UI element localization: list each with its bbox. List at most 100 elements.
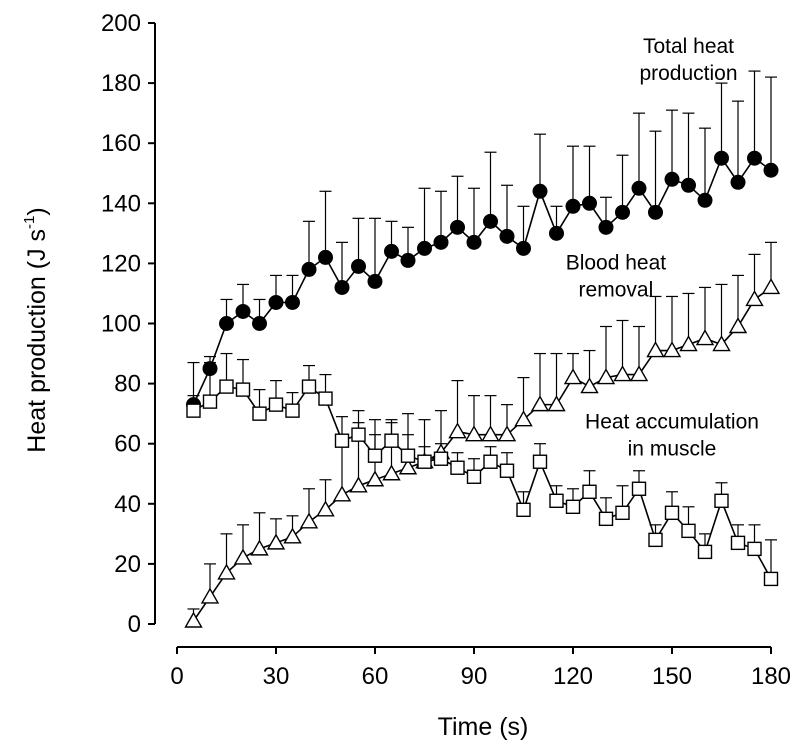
heat-accumulation-point [664, 505, 680, 521]
total-heat-error-bar [616, 154, 629, 213]
total-heat-point [450, 219, 465, 235]
annotations: Total heat production Blood heat removal Hea… [566, 35, 759, 461]
total-heat-point [400, 252, 416, 268]
heat-accumulation-point [598, 511, 614, 527]
total-heat-error-bar [319, 190, 332, 258]
heat-accumulation-point [450, 460, 465, 475]
total-heat-point [532, 183, 548, 199]
blood-heat-point [448, 422, 467, 439]
blood-heat-point [200, 587, 220, 604]
total-heat-point [285, 294, 300, 310]
total-heat-point [631, 180, 647, 196]
total-heat-error-bar [534, 133, 546, 192]
y-axis-label-unit-exponent: -1 [21, 216, 38, 229]
total-heat-error-bar [699, 127, 711, 201]
total-heat-error-bar [336, 241, 348, 288]
heat-accumulation-point [648, 532, 663, 548]
heat-accumulation-point [268, 397, 284, 412]
total-heat-error-bar [501, 184, 513, 237]
total-heat-error-bar [732, 100, 744, 183]
total-heat-point [582, 195, 597, 211]
heat-accumulation-point [747, 541, 762, 557]
x-tick-label: 30 [263, 663, 290, 690]
heat-accumulation-point [466, 469, 482, 484]
y-tick-label: 180 [101, 70, 141, 97]
heat-accumulation-point [499, 463, 515, 478]
heat-accumulation-annotation: Heat accumulation in muscle [585, 411, 759, 461]
heat-accumulation-point [681, 523, 696, 539]
y-tick-label: 100 [101, 311, 141, 338]
blood-heat-point [514, 410, 533, 427]
blood-heat-point [695, 329, 715, 346]
total-heat-point [516, 240, 531, 256]
series-lines [192, 156, 772, 622]
total-heat-point [615, 204, 630, 220]
x-tick-label: 0 [170, 663, 183, 690]
heat-accumulation-point [615, 505, 630, 521]
blood-heat-point [316, 500, 335, 517]
total-heat-error-bar [633, 112, 645, 189]
total-heat-error-bar [352, 217, 365, 267]
total-heat-error-bar [715, 82, 728, 159]
blood-heat-point [398, 458, 418, 475]
heat-accumulation-point [582, 484, 597, 499]
blood-heat-point [250, 539, 269, 556]
total-heat-point [714, 150, 729, 166]
series-markers [184, 150, 781, 628]
heat-accumulation-annotation-line: in muscle [628, 438, 717, 461]
blood-heat-point [464, 425, 484, 442]
total-heat-point [466, 234, 482, 250]
total-heat-point [565, 198, 581, 214]
total-heat-point [252, 316, 267, 331]
y-axis-label-close: ) [23, 207, 51, 215]
blood-heat-point [613, 365, 632, 382]
total-heat-point [334, 279, 350, 295]
total-heat-error-bar [303, 220, 315, 270]
y-tick-label: 120 [101, 250, 141, 277]
heat-accumulation-point [483, 454, 498, 469]
total-heat-annotation-line: production [639, 62, 737, 85]
total-heat-point [351, 258, 366, 274]
heat-accumulation-point [417, 454, 432, 469]
blood-heat-point [662, 341, 682, 358]
total-heat-point [202, 361, 218, 377]
blood-heat-point [745, 290, 764, 307]
y-tick-label: 80 [114, 371, 141, 398]
total-heat-error-bar [468, 187, 480, 243]
x-tick-label: 120 [553, 663, 593, 690]
total-heat-point [367, 273, 383, 289]
blood-heat-point [349, 476, 368, 493]
heat-accumulation-point [516, 502, 531, 518]
total-heat-point [219, 316, 234, 331]
heat-accumulation-point [301, 379, 317, 394]
total-heat-point [417, 240, 432, 256]
blood-heat-point [530, 395, 550, 412]
total-heat-point [763, 162, 779, 178]
blood-heat-point [547, 395, 566, 412]
y-axis-label: Heat production (J s-1) [21, 207, 51, 452]
blood-heat-annotation: Blood heat removal [566, 251, 667, 301]
heat-accumulation-point [334, 433, 350, 448]
heat-accumulation-point [285, 403, 300, 418]
y-tick-label: 20 [114, 551, 141, 578]
total-heat-point [318, 249, 333, 265]
total-heat-annotation: Total heat production [639, 35, 737, 85]
y-tick-label: 40 [114, 491, 141, 518]
heat-accumulation-point [219, 379, 234, 394]
blood-heat-point [712, 335, 731, 352]
total-heat-point [747, 150, 762, 166]
total-heat-error-bar [682, 112, 695, 186]
blood-heat-point [332, 485, 352, 502]
heat-accumulation-point [351, 427, 366, 442]
total-heat-error-bar [666, 109, 678, 180]
total-heat-error-bar [484, 151, 497, 222]
heat-accumulation-point [367, 448, 383, 463]
total-heat-error-bar [451, 175, 464, 228]
x-tick-label: 180 [751, 663, 791, 690]
heat-accumulation-point [318, 391, 333, 406]
heat-accumulation-annotation-line: Heat accumulation [585, 411, 759, 434]
y-tick-label: 140 [101, 190, 141, 217]
heat-accumulation-point [433, 451, 449, 466]
x-axis-label: Time (s) [438, 713, 529, 741]
blood-heat-error-bar [715, 283, 728, 345]
